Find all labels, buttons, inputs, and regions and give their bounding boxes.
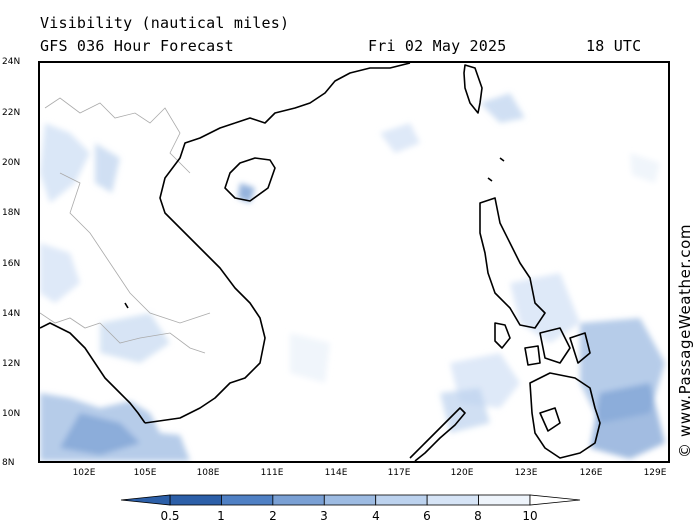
colorbar-segment (478, 494, 531, 506)
lat-label: 10N (2, 409, 21, 419)
colorbar-label: 10 (522, 509, 538, 523)
colorbar-segment (272, 494, 325, 506)
colorbar-label: 4 (372, 509, 380, 523)
colorbar-segment (323, 494, 377, 506)
map-canvas (40, 63, 665, 461)
colorbar-label: 0.5 (160, 509, 180, 523)
lat-label: 18N (2, 208, 21, 218)
colorbar-label: 3 (320, 509, 328, 523)
lon-label: 102E (72, 468, 96, 478)
colorbar-segment (221, 494, 274, 506)
lon-label: 129E (643, 468, 667, 478)
colorbar-label: 8 (474, 509, 482, 523)
colorbar-segment (426, 494, 479, 506)
colorbar-right-arrow (529, 494, 581, 506)
lon-label: 105E (133, 468, 157, 478)
lon-label: 108E (196, 468, 220, 478)
lat-label: 22N (2, 108, 21, 118)
lon-label: 117E (387, 468, 411, 478)
lat-label: 24N (2, 57, 21, 67)
colorbar (120, 494, 581, 506)
lat-label: 16N (2, 259, 21, 269)
lon-label: 120E (450, 468, 474, 478)
watermark-text: © www.PassageWeather.com (676, 223, 694, 458)
lat-label: 14N (2, 309, 21, 319)
colorbar-label: 1 (217, 509, 225, 523)
visibility-shading (40, 93, 665, 461)
lat-label: 12N (2, 359, 21, 369)
colorbar-left-arrow (120, 494, 171, 506)
model-run: GFS 036 Hour Forecast (40, 37, 234, 55)
coastlines (40, 63, 601, 461)
visibility-map (38, 61, 670, 463)
colorbar-segments (169, 494, 531, 506)
forecast-date: Fri 02 May 2025 (368, 37, 507, 55)
colorbar-segment (375, 494, 428, 506)
lat-label: 20N (2, 158, 21, 168)
forecast-time: 18 UTC (586, 37, 642, 55)
lon-label: 111E (260, 468, 284, 478)
lon-label: 126E (579, 468, 603, 478)
colorbar-segment (169, 494, 222, 506)
map-title: Visibility (nautical miles) (40, 14, 290, 32)
lon-label: 123E (514, 468, 538, 478)
lon-label: 114E (324, 468, 348, 478)
colorbar-label: 6 (423, 509, 431, 523)
colorbar-label: 2 (269, 509, 277, 523)
lat-label: 8N (2, 458, 15, 468)
country-borders (40, 97, 211, 354)
